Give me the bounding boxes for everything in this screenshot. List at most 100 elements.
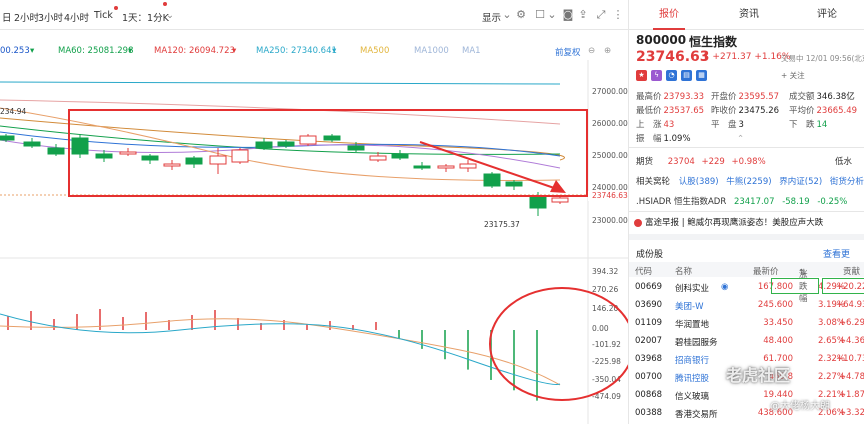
- table-row[interactable]: 00669 创科实业 167.800 4.29%+20.22 ◉: [629, 279, 864, 295]
- row-name: 美团-W: [675, 302, 704, 312]
- stat-label: 开盘价: [711, 92, 737, 102]
- plus-icon[interactable]: ⊕: [604, 46, 612, 56]
- pct-highlight-box: [822, 278, 864, 294]
- table-row[interactable]: 00388 香港交易所 438.600 2.06% +3.32: [629, 405, 864, 421]
- macd-tick-label: -350.04: [592, 375, 621, 384]
- period-2h[interactable]: 2小时: [14, 13, 40, 24]
- ma-legend-item: ▾: [232, 46, 237, 56]
- interval-indicator-dot: [163, 2, 167, 6]
- chart-icon[interactable]: ▦: [696, 70, 707, 81]
- row-contrib: +1.87: [838, 390, 864, 400]
- tick-indicator-dot: [114, 6, 118, 10]
- row-name: 创科实业: [675, 284, 710, 294]
- period-3h[interactable]: 3小时: [38, 13, 64, 24]
- col-contrib[interactable]: 贡献: [843, 267, 861, 277]
- link-warrants[interactable]: 认股(389): [678, 177, 719, 187]
- price-tick-label: 25000.00: [592, 151, 628, 160]
- stat-label: 最高价: [636, 92, 662, 102]
- link-inline[interactable]: 界内证(52): [779, 177, 823, 187]
- row-name: 信义玻璃: [675, 392, 710, 402]
- view-more-link[interactable]: 查看更: [823, 250, 851, 260]
- high-annotation: 234.94: [0, 107, 26, 116]
- row-name: 华润置地: [675, 320, 710, 330]
- macd-tick-label: 0.00: [592, 324, 609, 333]
- stat-value: 23595.57: [738, 92, 780, 102]
- period-4h[interactable]: 4小时: [64, 13, 90, 24]
- row-code: 03968: [635, 354, 663, 364]
- more-icon[interactable]: ⋮: [612, 8, 624, 21]
- adr-row[interactable]: .HSIADR 恒生指数ADR 23417.07 -58.19 -0.25%: [636, 195, 847, 207]
- candle-body: [47, 147, 65, 155]
- table-row[interactable]: 02007 碧桂园服务 48.400 2.65% +4.36: [629, 333, 864, 349]
- stat-value: 23537.65: [663, 106, 705, 116]
- table-row[interactable]: 00868 信义玻璃 19.440 2.21% +1.87: [629, 387, 864, 403]
- chevron-down-icon[interactable]: ⌄: [166, 10, 174, 21]
- lightning-icon[interactable]: ϟ: [651, 70, 662, 81]
- link-outstanding[interactable]: 街货分析: [829, 177, 864, 187]
- doc-icon[interactable]: ▤: [681, 70, 692, 81]
- star-icon[interactable]: ★: [636, 70, 647, 81]
- ma-legend-item: 00.253: [0, 46, 30, 56]
- row-pct: 2.21%: [817, 390, 845, 400]
- checkbox-icon[interactable]: ☐: [535, 8, 545, 21]
- camera-icon[interactable]: ◙: [562, 8, 574, 21]
- macd-tick-label: -225.98: [592, 357, 621, 366]
- table-row[interactable]: 00700 腾讯控股 469.8 2.27% +4.78: [629, 369, 864, 385]
- pre-adjust-toggle[interactable]: 前复权: [555, 48, 581, 58]
- stat-prev-close: 昨收价 23475.26: [711, 104, 779, 116]
- collapse-icon[interactable]: ⌃: [737, 134, 745, 144]
- row-pct: 2.06%: [817, 408, 845, 418]
- ma-legend-item: MA1: [462, 46, 481, 56]
- chevron-down-icon[interactable]: ⌄: [547, 8, 557, 21]
- link-cbbc[interactable]: 牛熊(2259): [726, 177, 772, 187]
- fullscreen-icon[interactable]: ⤢: [596, 8, 606, 21]
- macd-highlight-circle: [489, 287, 628, 401]
- follow-button[interactable]: + 关注: [781, 71, 805, 80]
- row-code: 01109: [635, 318, 663, 328]
- row-price: 438.600: [757, 408, 793, 418]
- adr-pct: -0.25%: [817, 197, 848, 207]
- candlestick-chart[interactable]: 27000.00 26000.00 25000.00 24000.0023746.63…: [0, 30, 628, 424]
- row-price: 245.600: [757, 300, 793, 310]
- table-row[interactable]: 03968 招商银行 61.700 2.32%+10.73: [629, 351, 864, 367]
- col-code[interactable]: 代码: [635, 267, 653, 277]
- section-gap: [629, 234, 864, 240]
- stat-label: 平均价: [789, 106, 815, 116]
- candle-body: [391, 153, 409, 159]
- stat-avg: 平均价 23665.49: [789, 104, 857, 116]
- related-label: 相关窝轮: [636, 177, 671, 187]
- stat-label: 昨收价: [711, 106, 737, 116]
- eye-icon[interactable]: ◉: [721, 282, 729, 292]
- interval-select[interactable]: 1天：1分K: [122, 13, 169, 24]
- tab-news[interactable]: 资讯: [739, 9, 759, 20]
- settings-icon[interactable]: ⚙: [516, 8, 526, 21]
- share-icon[interactable]: ⇪: [578, 8, 588, 21]
- col-name[interactable]: 名称: [675, 267, 693, 277]
- table-row[interactable]: 01109 华润置地 33.450 3.08% +6.29: [629, 315, 864, 331]
- adr-value: 23417.07: [733, 197, 775, 207]
- candle-body: [141, 155, 159, 161]
- price-tick-label: 27000.00: [592, 87, 628, 96]
- tab-quote[interactable]: 报价: [629, 0, 709, 30]
- tab-comments[interactable]: 评论: [817, 9, 837, 20]
- minus-icon[interactable]: ⊖: [588, 46, 596, 56]
- candle-body: [163, 163, 181, 167]
- period-tick[interactable]: Tick: [94, 10, 113, 21]
- row-contrib: +10.73: [836, 354, 864, 364]
- stat-label: 振 幅: [636, 134, 662, 144]
- col-price[interactable]: 最新价: [753, 267, 779, 277]
- price-tick-label: 24000.00: [592, 183, 628, 192]
- table-row[interactable]: 03690 美团-W 245.600 3.19%+64.93: [629, 297, 864, 313]
- display-menu[interactable]: 显示: [482, 13, 502, 24]
- stat-value: 1.09%: [663, 134, 691, 144]
- candle-body: [231, 149, 249, 163]
- chat-icon[interactable]: ◔: [666, 70, 677, 81]
- stat-label: 下 跌: [789, 120, 815, 130]
- macd-tick-label: 394.32: [592, 267, 618, 276]
- futures-row[interactable]: 期货 23704 +229 +0.98%: [636, 155, 766, 167]
- news-headline[interactable]: 富途早报 | 鲍威尔再现鹰派姿态！美股应声大跌: [645, 218, 824, 228]
- news-ticker[interactable]: 富途早报 | 鲍威尔再现鹰派姿态！美股应声大跌: [629, 214, 864, 232]
- period-day[interactable]: 日: [2, 13, 12, 24]
- trade-status: 交易中 12/01 09:56(北京: [781, 54, 864, 63]
- chevron-down-icon[interactable]: ⌄: [502, 8, 512, 21]
